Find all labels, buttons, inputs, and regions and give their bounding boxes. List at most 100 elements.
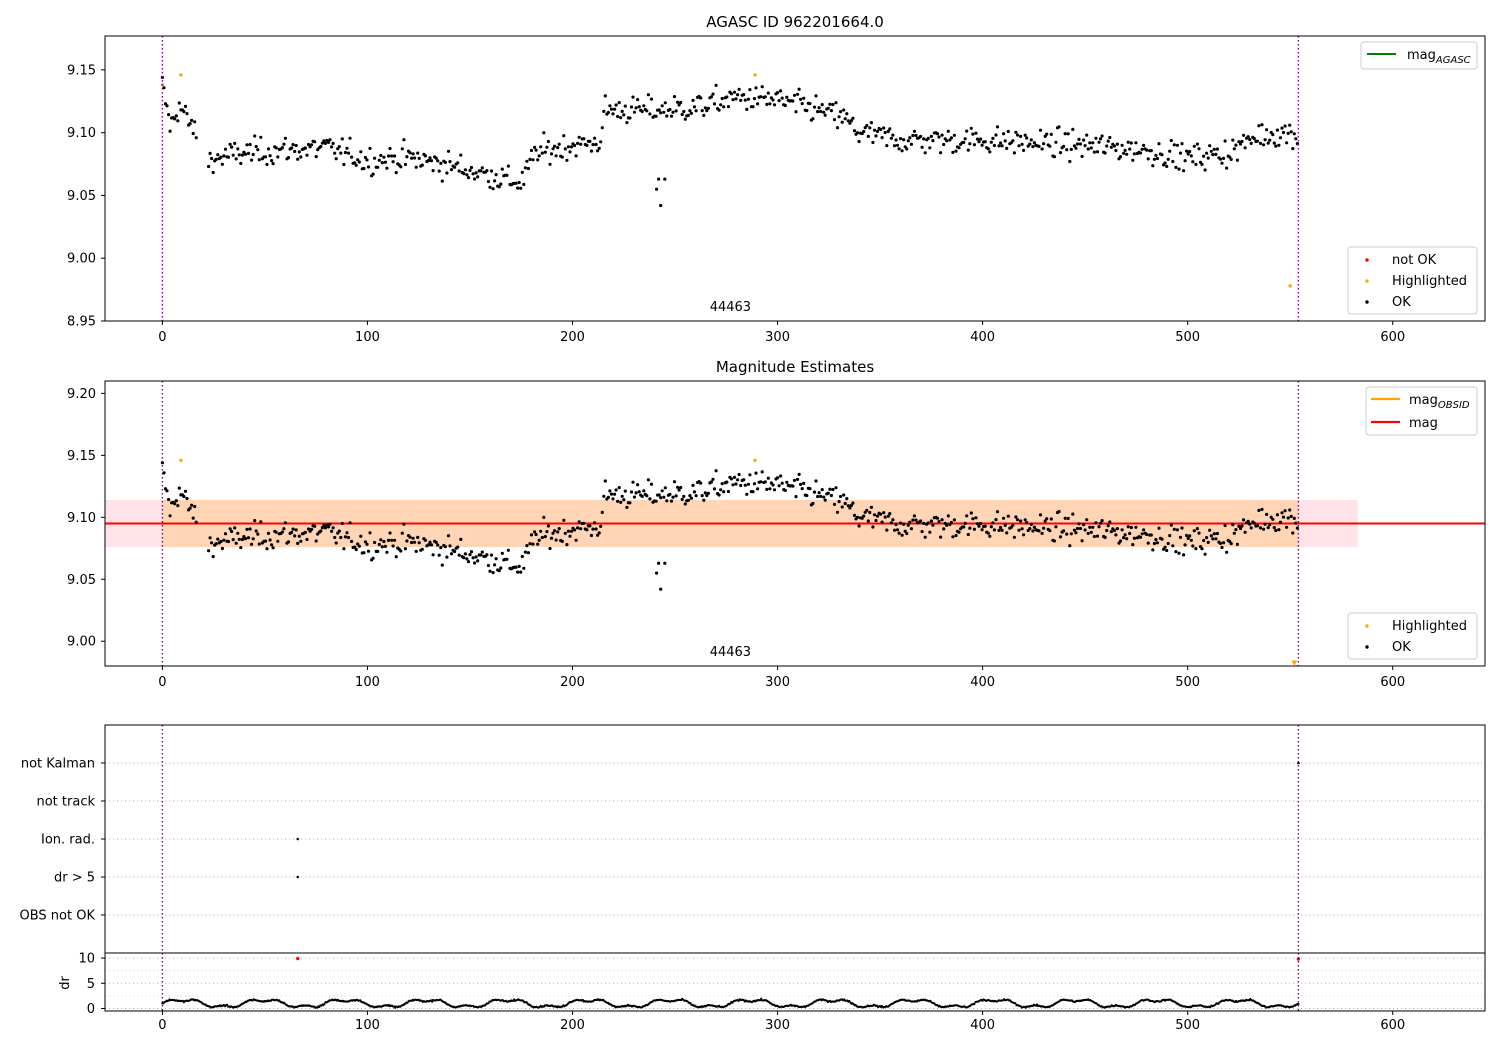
ok-point xyxy=(1092,150,1096,154)
ok-point xyxy=(717,493,721,497)
ok-point xyxy=(485,553,489,557)
ok-point xyxy=(377,542,381,547)
ok-point xyxy=(1188,149,1192,154)
ok-point xyxy=(1029,138,1033,142)
ok-point xyxy=(1223,523,1227,528)
ok-point xyxy=(851,116,855,120)
ok-point xyxy=(345,531,349,535)
ok-point xyxy=(839,494,843,499)
ok-point xyxy=(739,483,743,488)
ok-point xyxy=(445,171,449,175)
ok-point xyxy=(1052,155,1056,159)
ok-point xyxy=(845,112,849,116)
ok-point xyxy=(1131,543,1135,547)
ok-point xyxy=(655,187,659,191)
ok-point xyxy=(834,486,838,490)
ok-point xyxy=(963,137,967,141)
ok-point xyxy=(1063,516,1067,520)
ok-point xyxy=(674,494,678,498)
ok-point xyxy=(1189,538,1193,542)
ok-point xyxy=(620,494,624,498)
ok-point xyxy=(679,485,683,490)
ok-point xyxy=(649,482,654,486)
ok-point xyxy=(402,522,406,526)
ok-point xyxy=(816,494,820,499)
ok-point xyxy=(759,480,763,484)
ok-point xyxy=(1048,144,1052,148)
ok-point xyxy=(540,151,544,155)
ok-point xyxy=(328,522,332,526)
ok-point xyxy=(792,93,797,97)
magnitude-point-legend: Highlighted OK xyxy=(1347,612,1478,660)
magnitude-panel-title: Magnitude Estimates xyxy=(716,358,874,376)
ok-point xyxy=(410,156,414,160)
magnitude-plot-frame xyxy=(104,380,1486,667)
ok-point xyxy=(453,165,457,169)
ok-point xyxy=(691,483,695,487)
ok-point xyxy=(299,539,303,543)
ok-point xyxy=(751,490,755,494)
ok-point xyxy=(465,173,469,177)
ok-point xyxy=(823,113,827,117)
ok-point xyxy=(869,121,874,125)
ok-point xyxy=(1126,525,1130,529)
ok-point xyxy=(1272,526,1276,530)
ok-point xyxy=(991,136,995,140)
ok-point xyxy=(783,488,787,492)
ok-point xyxy=(1100,519,1104,523)
ok-point xyxy=(553,144,557,148)
ok-point xyxy=(429,159,434,163)
ok-point xyxy=(1174,165,1178,169)
ok-point xyxy=(897,147,901,151)
ok-point xyxy=(622,498,626,502)
ok-point xyxy=(889,136,894,140)
ok-point xyxy=(488,569,492,573)
ok-point xyxy=(1012,151,1017,155)
ok-point xyxy=(848,121,852,125)
ok-point xyxy=(655,571,659,575)
ok-point xyxy=(214,542,218,546)
ok-point xyxy=(831,102,835,107)
ok-point xyxy=(663,561,667,565)
mag-obsid-legend-label-sub: OBSID xyxy=(1438,400,1470,411)
ok-point xyxy=(177,486,181,490)
ok-point xyxy=(705,493,709,498)
ok-point xyxy=(1260,123,1264,127)
ok-point xyxy=(1049,132,1053,136)
ok-point xyxy=(168,514,172,518)
ok-point xyxy=(188,506,192,510)
ok-point xyxy=(480,166,484,170)
ok-point xyxy=(855,131,860,135)
ok-point xyxy=(900,533,904,537)
ok-point xyxy=(819,109,823,114)
ok-point xyxy=(494,173,498,177)
ok-point xyxy=(1155,541,1159,545)
ok-point xyxy=(1128,147,1132,151)
ok-point xyxy=(902,138,906,142)
ok-point xyxy=(908,136,912,140)
ok-point xyxy=(1177,551,1181,555)
ok-point xyxy=(662,495,666,499)
ok-point xyxy=(952,133,957,137)
ok-point xyxy=(562,518,566,522)
ok-point xyxy=(631,480,635,484)
ok-point xyxy=(799,97,803,101)
ok-point xyxy=(634,491,638,495)
ok-point xyxy=(1049,517,1053,521)
ok-point xyxy=(672,95,677,99)
ok-point xyxy=(548,546,552,551)
ok-point xyxy=(1019,519,1023,523)
ok-point xyxy=(1057,125,1061,129)
ok-point xyxy=(988,150,992,154)
ok-point xyxy=(183,489,188,493)
ok-point xyxy=(946,514,950,518)
ok-point xyxy=(920,530,924,534)
ok-point xyxy=(1203,168,1207,172)
ok-point xyxy=(1235,542,1239,547)
ok-point xyxy=(177,101,181,105)
ok-point xyxy=(274,530,278,534)
ok-point xyxy=(1195,142,1199,146)
ok-point xyxy=(333,535,337,540)
dr-x-tick-label: 600 xyxy=(1380,1018,1405,1033)
ok-point xyxy=(868,510,872,515)
